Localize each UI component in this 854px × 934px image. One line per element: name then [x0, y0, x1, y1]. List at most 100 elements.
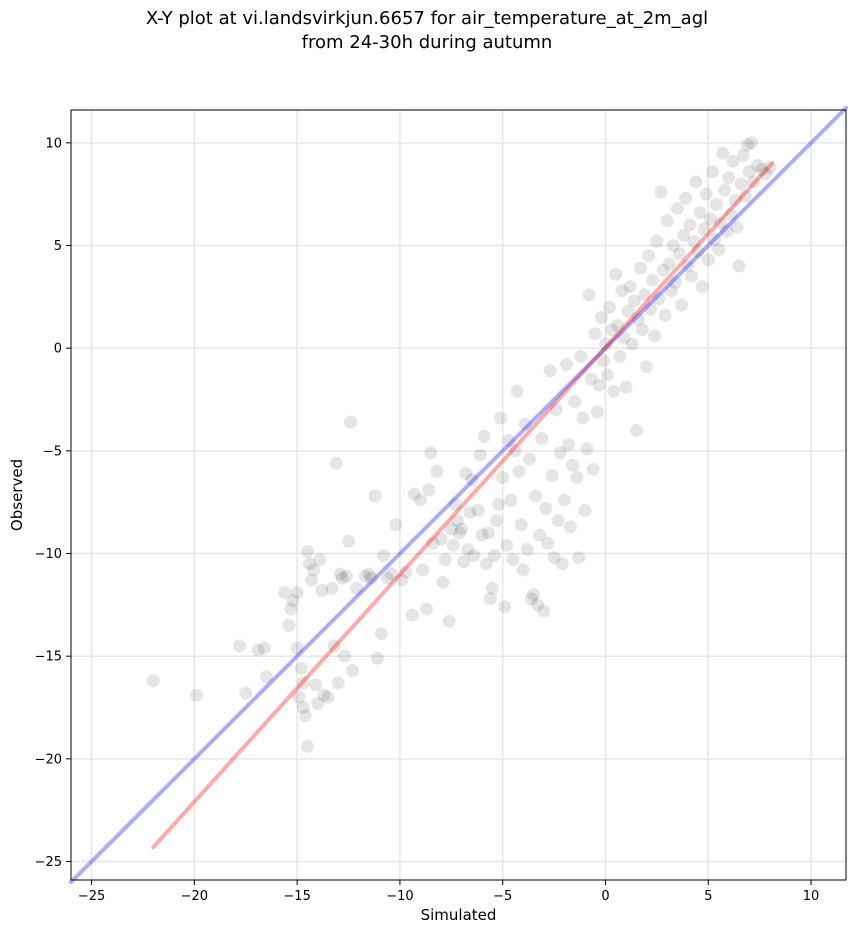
- data-point: [450, 514, 464, 528]
- data-point: [531, 598, 545, 612]
- data-point: [601, 368, 615, 382]
- data-point: [453, 526, 467, 540]
- data-point: [325, 581, 339, 595]
- data-point: [763, 160, 777, 174]
- data-point: [640, 360, 654, 374]
- data-point: [344, 415, 358, 429]
- data-point: [436, 575, 450, 589]
- data-point: [697, 222, 711, 236]
- data-point: [335, 571, 349, 585]
- data-point: [251, 643, 265, 657]
- data-point: [424, 446, 438, 460]
- x-tick-label: −10: [386, 889, 413, 904]
- data-point: [621, 304, 635, 318]
- data-point: [576, 411, 590, 425]
- data-point: [374, 627, 388, 641]
- data-point: [561, 438, 575, 452]
- data-point: [648, 329, 662, 343]
- data-point: [475, 528, 489, 542]
- data-point: [313, 553, 327, 567]
- data-point: [631, 312, 645, 326]
- data-point: [467, 549, 481, 563]
- data-point: [502, 434, 516, 448]
- data-point: [337, 649, 351, 663]
- x-axis-label: Simulated: [421, 906, 497, 924]
- data-point: [331, 676, 345, 690]
- data-point: [508, 444, 522, 458]
- data-point: [566, 458, 580, 472]
- data-point: [650, 234, 664, 248]
- data-point: [239, 686, 253, 700]
- data-point: [446, 538, 460, 552]
- data-point: [290, 641, 304, 655]
- data-point: [457, 555, 471, 569]
- data-point: [611, 319, 625, 333]
- x-tick-label: 5: [704, 889, 712, 904]
- y-axis: −25 −20 −15 −10 −5 0 5 10: [35, 136, 71, 870]
- data-point: [718, 183, 732, 197]
- data-point: [572, 551, 586, 565]
- data-point: [607, 384, 621, 398]
- data-point: [654, 185, 668, 199]
- data-point: [656, 263, 670, 277]
- data-point: [529, 489, 543, 503]
- data-point: [746, 175, 760, 189]
- data-point: [738, 189, 752, 203]
- data-point: [588, 327, 602, 341]
- data-point: [494, 411, 508, 425]
- data-point: [317, 688, 331, 702]
- data-point: [259, 670, 273, 684]
- data-point: [463, 505, 477, 519]
- data-point: [448, 497, 462, 511]
- data-point: [434, 532, 448, 546]
- data-point: [305, 573, 319, 587]
- data-point: [547, 551, 561, 565]
- data-point: [590, 405, 604, 419]
- data-point: [420, 602, 434, 616]
- data-point: [623, 280, 637, 294]
- data-point: [683, 218, 697, 232]
- data-point: [539, 501, 553, 515]
- data-point: [759, 167, 773, 181]
- data-point: [664, 284, 678, 298]
- reference-lines: [69, 105, 848, 885]
- data-point: [627, 294, 641, 308]
- data-point: [368, 489, 382, 503]
- data-point: [514, 518, 528, 532]
- data-point: [376, 549, 390, 563]
- data-point: [524, 592, 538, 606]
- x-tick-label: −15: [283, 889, 310, 904]
- data-point: [582, 288, 596, 302]
- data-point: [545, 468, 559, 482]
- data-point: [481, 526, 495, 540]
- axes-frame: [70, 109, 847, 881]
- data-point: [300, 740, 314, 754]
- data-point: [407, 487, 421, 501]
- data-point: [668, 275, 682, 289]
- data-point: [699, 187, 713, 201]
- data-point: [461, 542, 475, 556]
- data-point: [309, 678, 323, 692]
- data-point: [292, 690, 306, 704]
- data-point: [642, 249, 656, 263]
- data-point: [592, 378, 606, 392]
- x-axis: −25 −20 −15 −10 −5 0 5 10: [78, 880, 819, 904]
- data-point: [578, 503, 592, 517]
- data-point: [662, 257, 676, 271]
- data-point: [553, 446, 567, 460]
- data-point: [646, 273, 660, 287]
- data-point: [455, 522, 469, 536]
- data-point: [492, 497, 506, 511]
- chart-subtitle: from 24-30h during autumn: [301, 32, 553, 53]
- data-point: [709, 197, 723, 211]
- data-point: [629, 423, 643, 437]
- data-point: [707, 232, 721, 246]
- data-point: [422, 483, 436, 497]
- data-point: [716, 146, 730, 160]
- data-point: [399, 565, 413, 579]
- y-tick-label: −15: [35, 650, 62, 665]
- data-point: [724, 208, 738, 222]
- y-tick-label: 10: [45, 136, 62, 151]
- data-point: [389, 518, 403, 532]
- data-point: [315, 583, 329, 597]
